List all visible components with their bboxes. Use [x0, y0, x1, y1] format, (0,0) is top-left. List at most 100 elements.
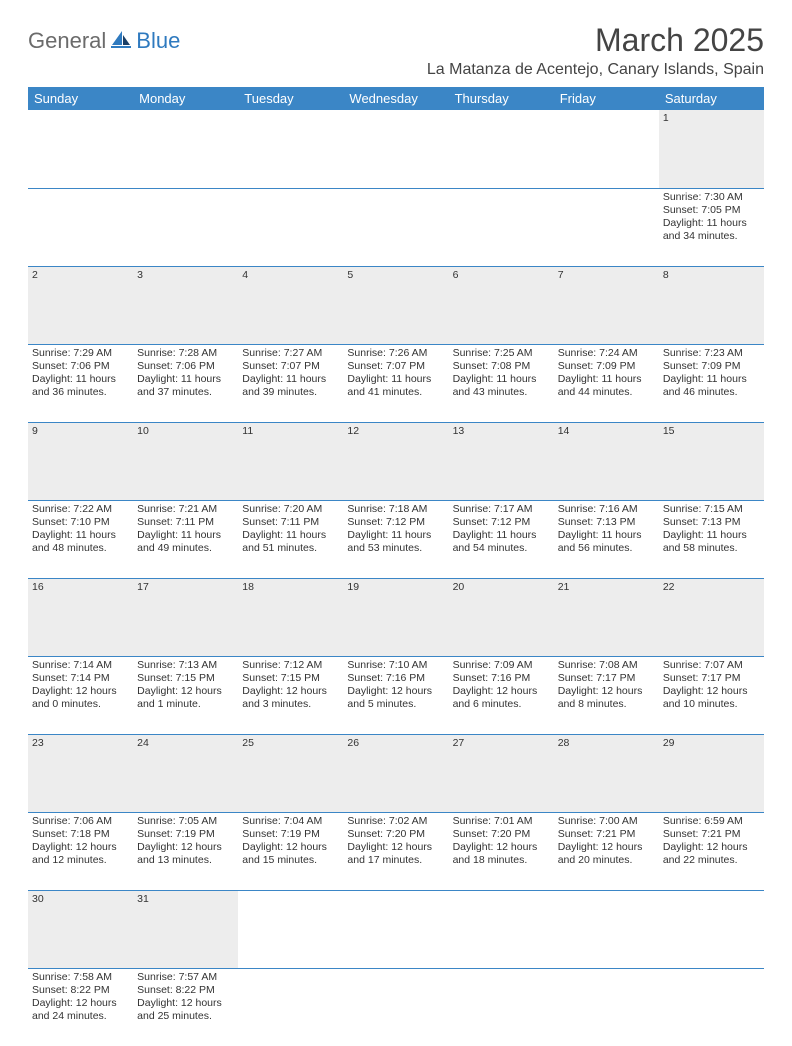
daylight-text: Daylight: 12 hours and 5 minutes.	[347, 685, 444, 711]
day-detail-cell: Sunrise: 7:20 AMSunset: 7:11 PMDaylight:…	[238, 500, 343, 578]
day-number-cell: 4	[238, 266, 343, 344]
sunset-text: Sunset: 7:07 PM	[242, 360, 339, 373]
day-number-cell	[554, 890, 659, 968]
sunset-text: Sunset: 7:19 PM	[242, 828, 339, 841]
day-number-cell	[28, 110, 133, 188]
day-detail-cell	[238, 968, 343, 1046]
day-detail-cell: Sunrise: 7:10 AMSunset: 7:16 PMDaylight:…	[343, 656, 448, 734]
logo: General Blue	[28, 22, 180, 54]
day-number-cell: 13	[449, 422, 554, 500]
sunrise-text: Sunrise: 7:18 AM	[347, 503, 444, 516]
daylight-text: Daylight: 12 hours and 3 minutes.	[242, 685, 339, 711]
day-number-cell: 21	[554, 578, 659, 656]
detail-row: Sunrise: 7:06 AMSunset: 7:18 PMDaylight:…	[28, 812, 764, 890]
day-detail-cell: Sunrise: 7:58 AMSunset: 8:22 PMDaylight:…	[28, 968, 133, 1046]
day-number-cell: 29	[659, 734, 764, 812]
detail-row: Sunrise: 7:58 AMSunset: 8:22 PMDaylight:…	[28, 968, 764, 1046]
day-detail-cell: Sunrise: 7:57 AMSunset: 8:22 PMDaylight:…	[133, 968, 238, 1046]
sunset-text: Sunset: 7:12 PM	[453, 516, 550, 529]
sunrise-text: Sunrise: 7:15 AM	[663, 503, 760, 516]
day-number-cell	[554, 110, 659, 188]
day-detail-cell: Sunrise: 7:01 AMSunset: 7:20 PMDaylight:…	[449, 812, 554, 890]
day-number-cell	[659, 890, 764, 968]
day-detail-cell: Sunrise: 7:12 AMSunset: 7:15 PMDaylight:…	[238, 656, 343, 734]
day-detail-cell: Sunrise: 7:14 AMSunset: 7:14 PMDaylight:…	[28, 656, 133, 734]
day-detail-cell: Sunrise: 7:21 AMSunset: 7:11 PMDaylight:…	[133, 500, 238, 578]
sunrise-text: Sunrise: 7:12 AM	[242, 659, 339, 672]
sunrise-text: Sunrise: 7:02 AM	[347, 815, 444, 828]
daynum-row: 9101112131415	[28, 422, 764, 500]
day-header: Wednesday	[343, 87, 448, 110]
day-number-cell: 22	[659, 578, 764, 656]
day-header: Tuesday	[238, 87, 343, 110]
daylight-text: Daylight: 12 hours and 10 minutes.	[663, 685, 760, 711]
sunrise-text: Sunrise: 7:30 AM	[663, 191, 760, 204]
sunrise-text: Sunrise: 7:20 AM	[242, 503, 339, 516]
day-detail-cell	[449, 188, 554, 266]
day-number-cell: 8	[659, 266, 764, 344]
sunset-text: Sunset: 7:15 PM	[137, 672, 234, 685]
detail-row: Sunrise: 7:29 AMSunset: 7:06 PMDaylight:…	[28, 344, 764, 422]
sunrise-text: Sunrise: 7:00 AM	[558, 815, 655, 828]
day-detail-cell: Sunrise: 7:16 AMSunset: 7:13 PMDaylight:…	[554, 500, 659, 578]
daylight-text: Daylight: 11 hours and 53 minutes.	[347, 529, 444, 555]
day-detail-cell: Sunrise: 7:27 AMSunset: 7:07 PMDaylight:…	[238, 344, 343, 422]
daylight-text: Daylight: 11 hours and 39 minutes.	[242, 373, 339, 399]
calendar-table: Sunday Monday Tuesday Wednesday Thursday…	[28, 87, 764, 1046]
daylight-text: Daylight: 12 hours and 17 minutes.	[347, 841, 444, 867]
day-detail-cell: Sunrise: 7:24 AMSunset: 7:09 PMDaylight:…	[554, 344, 659, 422]
day-number-cell: 30	[28, 890, 133, 968]
sunrise-text: Sunrise: 7:25 AM	[453, 347, 550, 360]
daylight-text: Daylight: 12 hours and 20 minutes.	[558, 841, 655, 867]
sunrise-text: Sunrise: 7:28 AM	[137, 347, 234, 360]
sunrise-text: Sunrise: 7:09 AM	[453, 659, 550, 672]
day-number-cell: 14	[554, 422, 659, 500]
sunset-text: Sunset: 7:05 PM	[663, 204, 760, 217]
day-number-cell: 16	[28, 578, 133, 656]
day-detail-cell: Sunrise: 7:04 AMSunset: 7:19 PMDaylight:…	[238, 812, 343, 890]
daylight-text: Daylight: 11 hours and 44 minutes.	[558, 373, 655, 399]
sunset-text: Sunset: 7:20 PM	[347, 828, 444, 841]
day-header-row: Sunday Monday Tuesday Wednesday Thursday…	[28, 87, 764, 110]
day-detail-cell: Sunrise: 6:59 AMSunset: 7:21 PMDaylight:…	[659, 812, 764, 890]
day-number-cell: 6	[449, 266, 554, 344]
sunset-text: Sunset: 7:11 PM	[137, 516, 234, 529]
sunset-text: Sunset: 7:13 PM	[558, 516, 655, 529]
day-number-cell	[133, 110, 238, 188]
daynum-row: 2345678	[28, 266, 764, 344]
sunset-text: Sunset: 7:16 PM	[453, 672, 550, 685]
detail-row: Sunrise: 7:22 AMSunset: 7:10 PMDaylight:…	[28, 500, 764, 578]
daynum-row: 23242526272829	[28, 734, 764, 812]
sunrise-text: Sunrise: 7:08 AM	[558, 659, 655, 672]
day-detail-cell	[133, 188, 238, 266]
sunrise-text: Sunrise: 7:10 AM	[347, 659, 444, 672]
sunset-text: Sunset: 7:17 PM	[663, 672, 760, 685]
sunset-text: Sunset: 7:12 PM	[347, 516, 444, 529]
daylight-text: Daylight: 11 hours and 51 minutes.	[242, 529, 339, 555]
sunrise-text: Sunrise: 7:26 AM	[347, 347, 444, 360]
day-number-cell	[343, 890, 448, 968]
day-number-cell: 28	[554, 734, 659, 812]
sunset-text: Sunset: 7:18 PM	[32, 828, 129, 841]
sunset-text: Sunset: 7:21 PM	[558, 828, 655, 841]
sunset-text: Sunset: 7:09 PM	[558, 360, 655, 373]
day-detail-cell: Sunrise: 7:15 AMSunset: 7:13 PMDaylight:…	[659, 500, 764, 578]
daylight-text: Daylight: 12 hours and 1 minute.	[137, 685, 234, 711]
detail-row: Sunrise: 7:14 AMSunset: 7:14 PMDaylight:…	[28, 656, 764, 734]
day-detail-cell	[343, 968, 448, 1046]
daylight-text: Daylight: 11 hours and 46 minutes.	[663, 373, 760, 399]
month-title: March 2025	[427, 22, 764, 59]
day-number-cell: 2	[28, 266, 133, 344]
day-header: Thursday	[449, 87, 554, 110]
sunset-text: Sunset: 7:15 PM	[242, 672, 339, 685]
day-number-cell: 24	[133, 734, 238, 812]
daylight-text: Daylight: 11 hours and 48 minutes.	[32, 529, 129, 555]
day-number-cell: 27	[449, 734, 554, 812]
daylight-text: Daylight: 12 hours and 8 minutes.	[558, 685, 655, 711]
daylight-text: Daylight: 12 hours and 12 minutes.	[32, 841, 129, 867]
day-header: Monday	[133, 87, 238, 110]
daylight-text: Daylight: 11 hours and 36 minutes.	[32, 373, 129, 399]
sunrise-text: Sunrise: 7:06 AM	[32, 815, 129, 828]
daylight-text: Daylight: 12 hours and 24 minutes.	[32, 997, 129, 1023]
day-number-cell: 23	[28, 734, 133, 812]
